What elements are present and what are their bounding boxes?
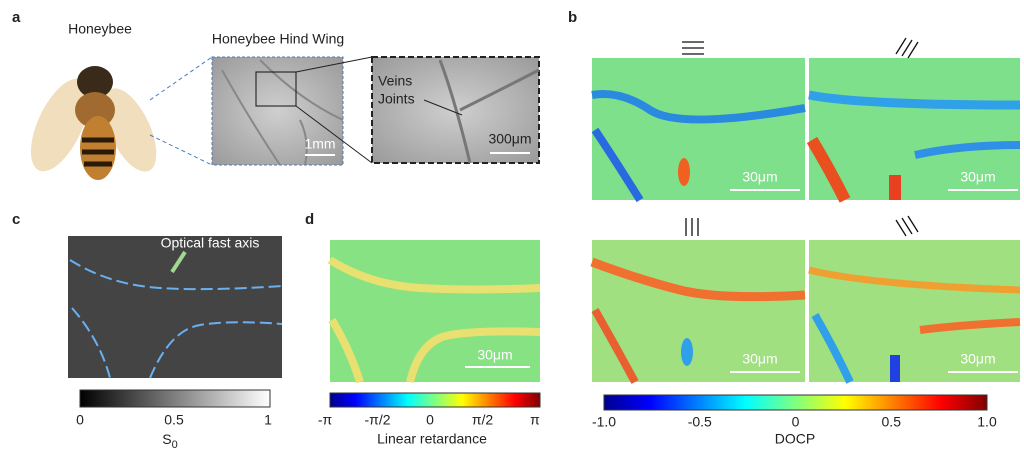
- colorbar-tick: -π/2: [365, 412, 391, 428]
- panel-label: d: [305, 211, 314, 228]
- zoom-line: [149, 56, 213, 166]
- vein: [438, 59, 540, 164]
- colorbar-tick: 0: [426, 412, 434, 428]
- title: Honeybee: [68, 21, 132, 37]
- scale-label: 300μm: [488, 131, 531, 147]
- scale-label: 30μm: [960, 351, 995, 367]
- colorbar-label: S0: [162, 431, 177, 451]
- title: Honeybee Hind Wing: [212, 31, 344, 47]
- scale-label: 30μm: [742, 351, 777, 367]
- panel-label: c: [12, 211, 20, 228]
- wing-image: [211, 56, 344, 166]
- pointer: [423, 99, 463, 116]
- zoom-line: [295, 56, 373, 164]
- panel-label: b: [568, 9, 577, 26]
- annotation: Joints: [378, 91, 415, 107]
- vein: [221, 59, 344, 166]
- colorbar-tick: -π: [318, 412, 333, 428]
- scale-label: 1mm: [304, 136, 335, 152]
- colorbar-tick: π/2: [472, 412, 494, 428]
- bee: [30, 66, 157, 180]
- colorbar: [329, 392, 541, 408]
- inset-box: [255, 71, 297, 107]
- scale-label: 30μm: [742, 169, 777, 185]
- colorbar-tick: 0: [792, 414, 800, 430]
- colorbar-tick: 1.0: [977, 414, 997, 430]
- scale-label: 30μm: [477, 347, 512, 363]
- fast-axis: [69, 259, 283, 379]
- colorbar-tick: 1: [264, 412, 272, 428]
- colorbar-tick: 0: [76, 412, 84, 428]
- annotation: Veins: [378, 73, 412, 89]
- colorbar-tick: -1.0: [592, 414, 616, 430]
- s0-image: [68, 236, 282, 378]
- arrow: [170, 250, 187, 274]
- docp-images: [590, 58, 1021, 384]
- scale-label: 30μm: [960, 169, 995, 185]
- colorbar-tick: 0.5: [882, 414, 902, 430]
- colorbar-label: DOCP: [775, 431, 815, 447]
- panel-label: a: [12, 9, 21, 26]
- colorbar-label: Linear retardance: [377, 431, 487, 447]
- retardance-image: [330, 240, 540, 382]
- colorbar-tick: -0.5: [688, 414, 712, 430]
- colorbar-tick: 0.5: [164, 412, 184, 428]
- vein: [327, 256, 541, 384]
- colorbar: [79, 389, 271, 408]
- colorbar: [603, 394, 988, 411]
- polarization-icons: [682, 37, 919, 237]
- annotation: Optical fast axis: [161, 235, 260, 251]
- colorbar-tick: π: [530, 412, 540, 428]
